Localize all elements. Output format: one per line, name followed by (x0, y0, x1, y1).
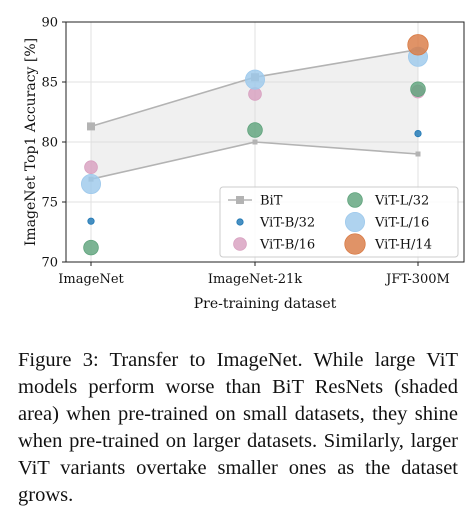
bit-marker (415, 151, 421, 157)
y-tick-label: 75 (41, 196, 58, 211)
bit-shaded-area (91, 49, 418, 180)
legend-marker-vit-l-32 (347, 192, 363, 208)
legend-marker-vit-b-16 (233, 237, 247, 251)
point-vit-b-32 (414, 130, 422, 138)
bit-marker (252, 139, 258, 145)
point-vit-b-16 (84, 160, 98, 175)
bit-marker (87, 122, 95, 131)
y-tick-label: 90 (41, 16, 58, 31)
y-tick-label: 70 (41, 256, 58, 271)
point-vit-h-14 (407, 34, 429, 56)
figure-caption: Figure 3: Transfer to ImageNet. While la… (18, 349, 458, 506)
x-tick-label: ImageNet-21k (208, 272, 302, 287)
x-axis-label: Pre-training dataset (194, 296, 337, 312)
legend-label: ViT-B/32 (259, 216, 315, 231)
point-vit-l-16 (244, 69, 265, 90)
point-vit-l-32 (83, 239, 99, 256)
legend-marker-vit-b-32 (236, 218, 244, 226)
x-axis-ticks: ImageNet ImageNet-21k JFT-300M (58, 262, 450, 287)
y-axis-ticks: 70 75 80 85 90 (41, 16, 66, 271)
legend-label: BiT (260, 194, 283, 209)
data-points (81, 34, 429, 256)
legend-label: ViT-L/32 (374, 194, 429, 209)
legend-box (219, 186, 459, 258)
point-vit-l-16 (81, 173, 102, 194)
point-vit-l-32 (247, 122, 263, 138)
legend-marker-vit-h-14 (344, 233, 366, 255)
x-tick-label: ImageNet (58, 272, 124, 287)
point-vit-b-32 (87, 217, 95, 225)
y-tick-label: 80 (41, 136, 58, 151)
legend-label: ViT-H/14 (374, 238, 432, 253)
legend-marker-bit (236, 196, 244, 204)
x-tick-label: JFT-300M (384, 272, 450, 287)
point-vit-l-32 (410, 81, 426, 97)
legend-label: ViT-B/16 (259, 238, 315, 253)
y-axis-label: ImageNet Top1 Accuracy [%] (23, 38, 39, 246)
y-tick-label: 85 (41, 76, 58, 91)
legend: BiT ViT-B/32 ViT-B/16 ViT-L/32 ViT-L/16 ViT-H… (219, 186, 459, 258)
legend-marker-vit-l-16 (344, 211, 365, 232)
legend-label: ViT-L/16 (374, 216, 429, 231)
